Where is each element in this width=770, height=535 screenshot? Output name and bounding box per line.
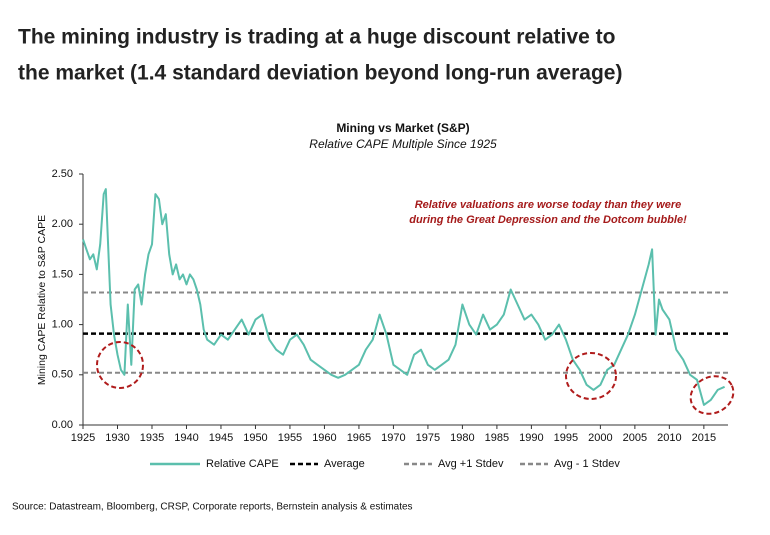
x-tick-label: 1940 [174, 432, 198, 444]
x-tick-label: 2010 [657, 432, 681, 444]
x-tick-label: 1925 [71, 432, 95, 444]
highlight-circles [96, 341, 735, 415]
x-tick-label: 1975 [416, 432, 440, 444]
x-tick-label: 1935 [140, 432, 164, 444]
chart-title: Mining vs Market (S&P) [336, 121, 469, 135]
y-tick-label: 2.00 [52, 218, 73, 230]
legend-label: Average [324, 458, 365, 470]
x-tick-label: 1945 [209, 432, 233, 444]
highlight-circle [689, 375, 735, 415]
annotation: during the Great Depression and the Dotc… [409, 214, 687, 226]
x-tick-label: 2015 [692, 432, 716, 444]
y-tick-label: 0.50 [52, 369, 73, 381]
x-tick-label: 1990 [519, 432, 543, 444]
x-tick-label: 1970 [381, 432, 405, 444]
legend-label: Avg +1 Stdev [438, 458, 504, 470]
legend-label: Avg - 1 Stdev [554, 458, 620, 470]
source-note: Source: Datastream, Bloomberg, CRSP, Cor… [12, 502, 413, 513]
x-tick-label: 1950 [243, 432, 267, 444]
data-line [82, 188, 726, 406]
x-tick-label: 1985 [485, 432, 509, 444]
headline: the market (1.4 standard deviation beyon… [18, 62, 622, 85]
x-tick-label: 1965 [347, 432, 371, 444]
x-tick-label: 2005 [623, 432, 647, 444]
highlight-circle [96, 341, 144, 389]
annotation: Relative valuations are worse today than… [415, 199, 682, 211]
y-tick-label: 0.00 [52, 419, 73, 431]
x-tick-label: 2000 [588, 432, 612, 444]
x-tick-label: 1955 [278, 432, 302, 444]
plot-area: 0.00 0.50 1.00 1.50 2.00 2.50 1925 1930 1935 1940… [52, 168, 728, 470]
x-tick-label: 1995 [554, 432, 578, 444]
y-tick-label: 1.50 [52, 268, 73, 280]
y-tick-label: 1.00 [52, 319, 73, 331]
y-axis-label: Mining CAPE Relative to S&P CAPE [36, 215, 48, 385]
x-tick-label: 1980 [450, 432, 474, 444]
legend-label: Relative CAPE [206, 458, 279, 470]
x-tick-label: 1930 [105, 432, 129, 444]
highlight-circle [565, 352, 617, 400]
x-tick-label: 1960 [312, 432, 336, 444]
y-tick-label: 2.50 [52, 168, 73, 180]
chart-subtitle: Relative CAPE Multiple Since 1925 [309, 137, 497, 151]
headline: The mining industry is trading at a huge… [18, 26, 615, 49]
